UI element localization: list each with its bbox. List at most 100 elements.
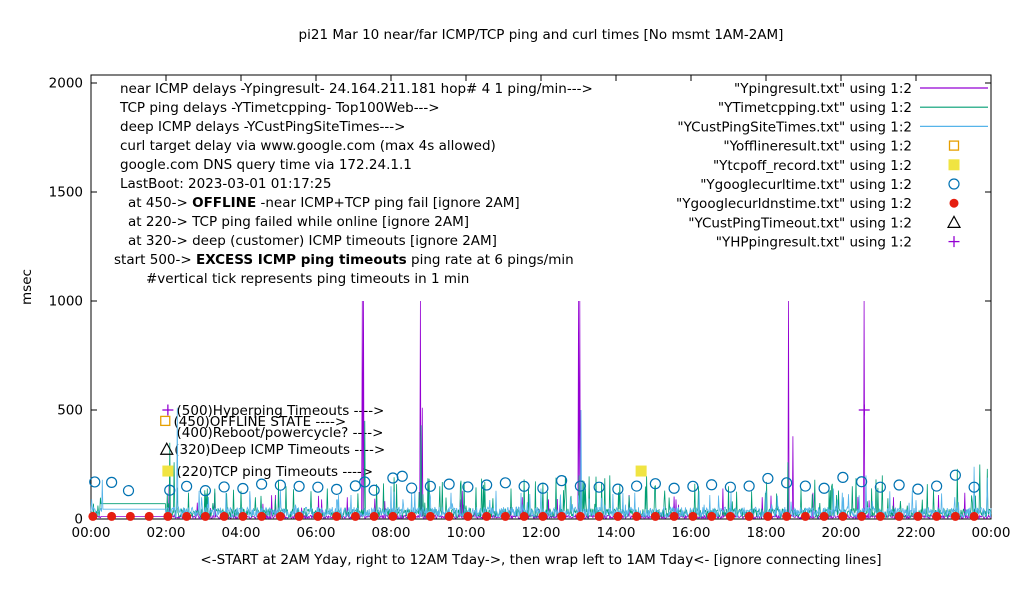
plot-annotation-line: curl target delay via www.google.com (ma… xyxy=(120,138,496,154)
filled-circle-marker xyxy=(538,511,548,521)
open-circle-marker xyxy=(164,484,176,496)
level-annotation: (500)Hyperping Timeouts ----> xyxy=(177,403,385,419)
open-circle-marker xyxy=(518,480,530,492)
filled-circle-marker xyxy=(744,511,754,521)
plot-annotations: near ICMP delays -Ypingresult- 24.164.21… xyxy=(114,81,593,287)
filled-circle-marker xyxy=(613,511,623,521)
filled-circle-marker xyxy=(632,511,642,521)
open-circle-marker xyxy=(237,482,249,495)
plot-annotation-line: at 320-> deep (customer) ICMP timeouts [… xyxy=(128,233,497,249)
series-5 xyxy=(162,465,647,477)
filled-circle-marker xyxy=(200,511,210,521)
open-circle-marker xyxy=(106,476,118,488)
open-circle-marker xyxy=(331,483,343,495)
x-axis-label: <-START at 2AM Yday, right to 12AM Tday-… xyxy=(200,552,882,568)
open-circle-marker xyxy=(443,478,455,490)
open-circle-marker xyxy=(706,479,718,491)
x-tick-label: 12:00 xyxy=(522,525,561,541)
x-tick-label: 00:00 xyxy=(972,525,1011,541)
level-annotation: (400)Reboot/powercycle? ----> xyxy=(177,425,384,441)
x-tick-label: 14:00 xyxy=(597,525,636,541)
filled-circle-marker xyxy=(688,511,698,521)
filled-circle-marker xyxy=(913,511,923,521)
filled-circle-marker xyxy=(388,511,398,521)
plus-marker xyxy=(162,404,174,416)
legend-label: "Yofflineresult.txt" using 1:2 xyxy=(723,139,912,155)
filled-circle-marker xyxy=(350,511,360,521)
filled-circle-marker xyxy=(800,511,810,521)
legend-label: "Ygooglecurldnstime.txt" using 1:2 xyxy=(676,196,912,212)
legend-label: "YCustPingTimeout.txt" using 1:2 xyxy=(688,215,912,231)
open-circle-marker xyxy=(631,480,643,492)
x-tick-label: 06:00 xyxy=(297,525,336,541)
open-circle-marker xyxy=(218,481,230,493)
level-annotations: (500)Hyperping Timeouts ---->(450)OFFLIN… xyxy=(174,403,386,480)
y-tick-label: 1500 xyxy=(49,185,83,201)
legend: "Ypingresult.txt" using 1:2 "YTimetcpping… xyxy=(676,81,988,251)
filled-circle-marker xyxy=(144,511,154,521)
filled-circle-marker xyxy=(482,511,492,521)
filled-circle-marker xyxy=(707,511,717,521)
open-circle-marker xyxy=(743,480,755,492)
filled-circle-marker xyxy=(88,511,98,521)
plot-annotation-line: LastBoot: 2023-03-01 01:17:25 xyxy=(120,176,331,192)
filled-circle-marker xyxy=(857,511,867,521)
open-circle-marker xyxy=(424,480,436,492)
open-circle-marker xyxy=(256,478,268,490)
x-tick-label: 16:00 xyxy=(672,525,711,541)
open-circle-marker xyxy=(499,477,511,489)
x-tick-label: 18:00 xyxy=(747,525,786,541)
open-circle-marker xyxy=(649,478,661,490)
series-8 xyxy=(159,441,174,455)
open-circle-marker xyxy=(856,476,868,488)
open-circle-marker xyxy=(181,480,193,492)
open-circle-marker xyxy=(968,481,980,493)
open-circle-marker xyxy=(574,480,586,492)
level-annotation: (320)Deep ICMP Timeouts ----> xyxy=(174,442,385,458)
open-circle-marker xyxy=(556,475,568,487)
open-circle-marker xyxy=(293,480,305,492)
filled-circle-marker xyxy=(594,511,604,521)
open-circle-marker xyxy=(368,484,380,496)
open-circle-marker xyxy=(396,470,408,482)
series-6 xyxy=(89,469,980,497)
filled-square-marker xyxy=(948,159,960,171)
plot-annotation-line: at 450-> OFFLINE -near ICMP+TCP ping fai… xyxy=(128,195,520,211)
filled-circle-marker xyxy=(519,511,529,521)
filled-circle-marker xyxy=(125,511,135,521)
open-circle-marker xyxy=(818,482,830,494)
open-circle-marker xyxy=(359,476,371,488)
open-circle-marker xyxy=(481,479,493,491)
legend-label: "YCustPingSiteTimes.txt" using 1:2 xyxy=(677,119,912,135)
filled-circle-marker xyxy=(444,511,454,521)
open-triangle-marker xyxy=(946,215,962,228)
open-circle-marker xyxy=(668,482,680,494)
filled-circle-marker xyxy=(500,511,510,521)
x-tick-label: 10:00 xyxy=(447,525,486,541)
filled-circle-marker xyxy=(219,511,229,521)
open-circle-marker xyxy=(837,471,849,483)
open-square-marker xyxy=(160,415,171,427)
plot-annotation-line: deep ICMP delays -YCustPingSiteTimes---> xyxy=(120,119,405,135)
open-circle-marker xyxy=(199,485,211,497)
filled-circle-marker xyxy=(838,511,848,521)
filled-circle-marker xyxy=(763,511,773,521)
plus-marker xyxy=(948,236,960,248)
open-circle-marker xyxy=(462,481,474,493)
y-tick-label: 0 xyxy=(74,512,83,528)
series-4 xyxy=(160,415,171,427)
x-tick-label: 22:00 xyxy=(897,525,936,541)
legend-label: "Ygooglecurltime.txt" using 1:2 xyxy=(700,177,912,193)
y-tick-label: 1000 xyxy=(49,294,83,310)
open-circle-marker xyxy=(912,483,924,495)
filled-circle-marker xyxy=(313,511,323,521)
x-tick-label: 08:00 xyxy=(372,525,411,541)
filled-circle-marker xyxy=(575,511,585,521)
filled-circle-marker xyxy=(257,511,267,521)
legend-label: "YTimetcpping.txt" using 1:2 xyxy=(718,100,912,116)
plus-marker xyxy=(858,404,870,416)
level-annotation: (450)OFFLINE STATE ----> xyxy=(174,414,347,430)
filled-circle-marker xyxy=(557,511,567,521)
open-circle-marker xyxy=(349,480,361,492)
